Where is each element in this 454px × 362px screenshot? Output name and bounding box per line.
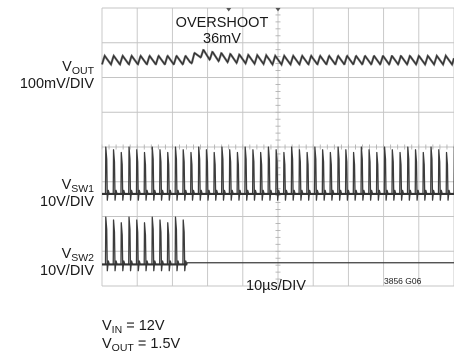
condition-vin-value: = 12V bbox=[122, 318, 165, 334]
vout-label-main: V bbox=[62, 59, 72, 75]
vout-waveform-core bbox=[101, 49, 454, 66]
vsw1-label-main: V bbox=[61, 177, 72, 193]
trigger-marker bbox=[226, 8, 232, 12]
condition-vout-sub: OUT bbox=[111, 342, 134, 355]
vsw2-waveform bbox=[102, 216, 454, 272]
waveform-traces bbox=[100, 48, 454, 272]
condition-vin: VIN = 12V bbox=[102, 318, 180, 336]
overshoot-annotation-title: OVERSHOOT bbox=[175, 15, 269, 31]
vsw2-label-main: V bbox=[61, 246, 72, 262]
condition-vin-main: V bbox=[102, 318, 112, 334]
vout-scale: 100mV/DIV bbox=[19, 76, 94, 93]
time-per-division-label: 10µs/DIV bbox=[246, 278, 306, 294]
vsw1-channel-label: VSW1 10V/DIV bbox=[40, 177, 94, 211]
vsw2-channel-label: VSW2 10V/DIV bbox=[40, 246, 94, 280]
condition-vin-sub: IN bbox=[111, 324, 123, 336]
vout-channel-label: VOUT 100mV/DIV bbox=[19, 59, 94, 93]
figure-id: 3856 G06 bbox=[384, 276, 422, 286]
test-conditions: VIN = 12V VOUT = 1.5V bbox=[102, 318, 180, 354]
plot-grid bbox=[101, 7, 454, 287]
vsw1-scale: 10V/DIV bbox=[40, 194, 94, 211]
overshoot-annotation-value: 36mV bbox=[203, 30, 241, 47]
vsw2-label-sub: SW2 bbox=[71, 252, 94, 264]
condition-vout: VOUT = 1.5V bbox=[102, 336, 180, 354]
overshoot-annotation: OVERSHOOT 36mV bbox=[172, 15, 272, 48]
vout-label-sub: OUT bbox=[71, 65, 94, 77]
vsw1-label-sub: SW1 bbox=[71, 183, 94, 195]
vsw2-scale: 10V/DIV bbox=[40, 263, 94, 280]
condition-vout-main: V bbox=[102, 336, 112, 353]
trigger-marker bbox=[275, 8, 281, 12]
condition-vout-value: = 1.5V bbox=[133, 336, 181, 353]
